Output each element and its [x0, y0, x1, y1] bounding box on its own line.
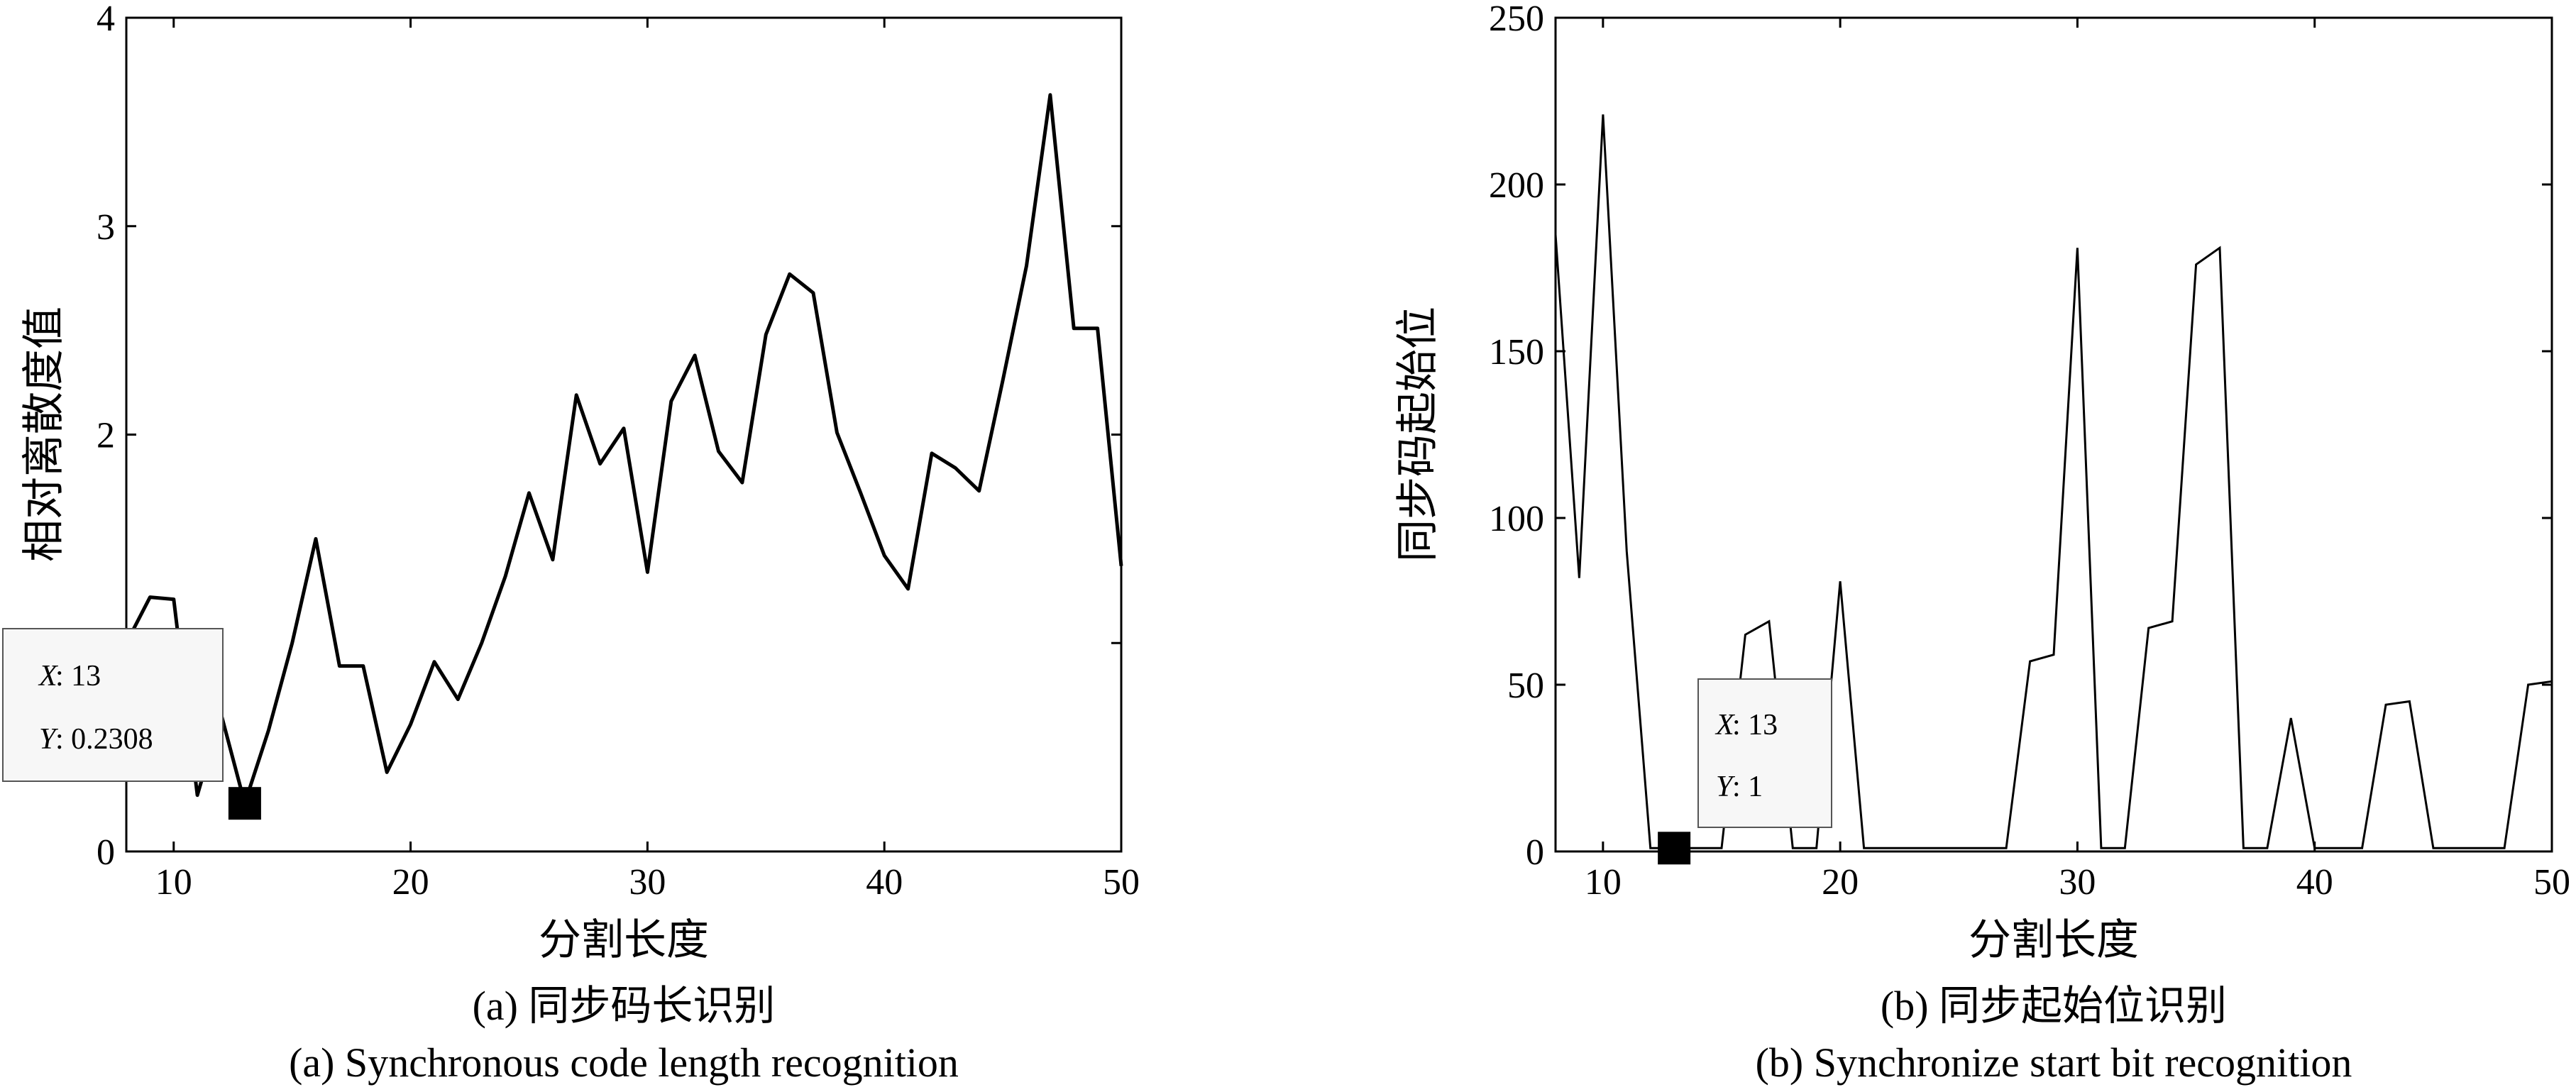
- chart-b-datatip[interactable]: X : 13 Y : 1: [1697, 678, 1832, 828]
- chart-b-caption-en: (b) Synchronize start bit recognition: [1756, 1039, 2352, 1086]
- chart-b-datatip-y-value: : 1: [1732, 771, 1763, 803]
- chart-b: 10 20 30 40 50 0 50 100 150 200 250 分割长度 同步码起始位 X …: [1394, 0, 2570, 1086]
- x-tick-label: 40: [2296, 862, 2333, 903]
- chart-a-caption-cn: (a) 同步码长识别: [473, 983, 776, 1029]
- chart-a-datatip-x-value: : 13: [55, 660, 101, 693]
- x-tick-label: 10: [155, 862, 192, 903]
- chart-a-ticks: 10 20 30 40 50 0 2 3 4: [97, 0, 1140, 903]
- x-tick-label: 20: [392, 862, 429, 903]
- y-tick-label: 2: [97, 416, 115, 456]
- chart-a-datatip-box: [2, 628, 224, 782]
- y-tick-label: 50: [1507, 666, 1544, 706]
- y-tick-label: 150: [1489, 332, 1544, 373]
- x-tick-label: 50: [2533, 862, 2570, 903]
- y-tick-label: 3: [97, 207, 115, 248]
- chart-b-datatip-marker[interactable]: [1658, 832, 1691, 865]
- chart-b-datatip-x-label: X: [1714, 709, 1736, 741]
- y-tick-label: 250: [1489, 0, 1544, 39]
- chart-b-x-axis-label: 分割长度: [1969, 917, 2139, 964]
- chart-a-points: [124, 93, 1123, 806]
- x-tick-label: 30: [2059, 862, 2096, 903]
- chart-b-y-axis-label: 同步码起始位: [1394, 307, 1441, 562]
- chart-a-caption-en: (a) Synchronous code length recognition: [289, 1039, 959, 1086]
- x-tick-label: 30: [629, 862, 666, 903]
- chart-b-series-line: [1554, 114, 2553, 849]
- y-tick-label: 0: [1526, 832, 1544, 873]
- y-tick-label: 4: [97, 0, 115, 39]
- y-tick-label: 100: [1489, 499, 1544, 539]
- chart-b-ticks: 10 20 30 40 50 0 50 100 150 200 250: [1489, 0, 2570, 903]
- chart-b-caption-cn: (b) 同步起始位识别: [1881, 983, 2227, 1029]
- x-tick-label: 40: [866, 862, 903, 903]
- chart-a-datatip-marker[interactable]: [228, 787, 261, 820]
- chart-b-datatip-x-value: : 13: [1732, 709, 1778, 741]
- y-tick-label: 200: [1489, 165, 1544, 206]
- chart-a-datatip-y-label: Y: [39, 723, 59, 756]
- chart-b-datatip-y-label: Y: [1716, 771, 1736, 803]
- chart-a-datatip-x-label: X: [38, 660, 59, 693]
- y-tick-label: 0: [97, 832, 115, 873]
- x-tick-label: 50: [1103, 862, 1140, 903]
- chart-b-datatip-box: [1697, 678, 1832, 828]
- chart-a: 10 20 30 40 50 0 2 3 4 分割长度 相对离散度值 X : 13 Y : 0.…: [2, 0, 1140, 1086]
- chart-a-y-axis-label: 相对离散度值: [21, 307, 67, 562]
- chart-a-datatip-y-value: : 0.2308: [55, 723, 153, 756]
- chart-a-x-axis-label: 分割长度: [539, 917, 709, 964]
- x-tick-label: 10: [1585, 862, 1622, 903]
- chart-a-datatip[interactable]: X : 13 Y : 0.2308: [2, 628, 224, 782]
- chart-a-series-line: [124, 93, 1123, 805]
- x-tick-label: 20: [1822, 862, 1859, 903]
- chart-b-plot-frame: [1554, 16, 2553, 853]
